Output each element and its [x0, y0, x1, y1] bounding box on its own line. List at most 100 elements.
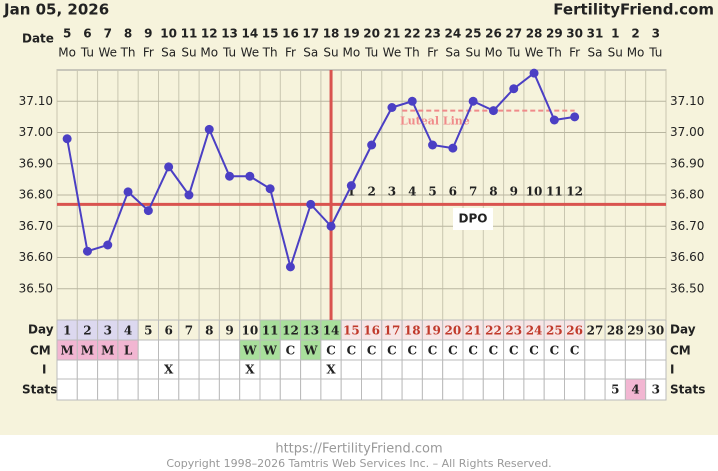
temperature-point — [407, 96, 417, 106]
day-number: 27 — [587, 324, 604, 338]
luteal-label: Luteal Line — [400, 115, 470, 128]
i-cell — [442, 359, 464, 380]
intercourse-mark: X — [326, 363, 336, 377]
weekday-label: Tu — [364, 46, 378, 60]
weekday-label: Th — [404, 46, 420, 60]
day-number: 8 — [205, 324, 213, 338]
temperature-point — [387, 103, 397, 112]
cm-cell — [158, 339, 180, 361]
stats-cell — [239, 378, 261, 401]
cm-value: C — [347, 344, 357, 358]
weekday-label: Sa — [587, 46, 602, 60]
temperature-point — [123, 187, 133, 197]
stats-cell — [76, 378, 99, 401]
cm-value: W — [303, 344, 318, 358]
temperature-point — [164, 162, 174, 172]
weekday-label: Fr — [285, 46, 296, 60]
i-cell — [218, 359, 241, 380]
date-label: 2 — [631, 27, 639, 41]
cm-value: C — [468, 344, 478, 358]
cm-value: C — [387, 344, 397, 358]
day-number: 11 — [262, 324, 279, 338]
weekday-label: Mo — [627, 46, 645, 60]
y2-tick-label: 37.00 — [670, 125, 704, 139]
y-tick-label: 37.10 — [19, 94, 53, 108]
stats-cell — [259, 378, 281, 401]
stats-cell — [401, 378, 423, 401]
i-cell — [56, 359, 78, 380]
date-label: 5 — [63, 27, 71, 41]
row-label: Stats — [22, 383, 57, 397]
cm-value: W — [242, 344, 257, 358]
weekday-label: Tu — [80, 46, 94, 60]
i-cell — [503, 359, 525, 380]
stats-value: 4 — [631, 383, 639, 397]
date-label: 12 — [201, 27, 218, 41]
i-cell — [117, 359, 139, 380]
y-tick-label: 36.80 — [19, 188, 53, 202]
date-label: 27 — [505, 27, 522, 41]
stats-cell — [361, 378, 383, 401]
cm-cell — [624, 339, 647, 361]
stats-cell — [97, 378, 119, 401]
day-number: 10 — [241, 324, 258, 338]
temperature-point — [103, 240, 113, 250]
i-cell — [97, 359, 119, 380]
day-number: 6 — [164, 324, 172, 338]
weekday-label: Mo — [342, 46, 360, 60]
day-number: 28 — [607, 324, 624, 338]
cm-value: L — [124, 344, 133, 358]
weekday-label: We — [383, 46, 402, 60]
cm-value: C — [286, 344, 296, 358]
cm-cell — [198, 339, 220, 361]
date-label: 20 — [363, 27, 380, 41]
i-cell — [300, 359, 322, 380]
temperature-point — [570, 112, 580, 122]
stats-cell — [178, 378, 200, 401]
day-number: 17 — [384, 324, 401, 338]
dpo-number: 12 — [566, 185, 583, 199]
cm-value: C — [448, 344, 458, 358]
day-number: 16 — [363, 324, 380, 338]
temperature-point — [184, 190, 194, 200]
stats-cell — [523, 378, 545, 401]
day-number: 22 — [485, 324, 502, 338]
cm-value: C — [489, 344, 499, 358]
stats-cell — [320, 378, 342, 401]
cm-cell — [137, 339, 159, 361]
cm-cell — [218, 339, 241, 361]
date-label: 13 — [221, 27, 238, 41]
i-cell — [137, 359, 159, 380]
date-label: 16 — [282, 27, 299, 41]
weekday-label: We — [241, 46, 260, 60]
temperature-point — [285, 262, 295, 272]
weekday-label: Sa — [445, 46, 460, 60]
dpo-number: 2 — [367, 185, 375, 199]
temperature-point — [549, 115, 559, 125]
weekday-label: Su — [323, 46, 338, 60]
chart-title: Jan 05, 2026 — [3, 1, 109, 19]
weekday-label: Su — [466, 46, 481, 60]
day-number: 12 — [282, 324, 299, 338]
i-cell — [584, 359, 606, 380]
i-cell — [624, 359, 647, 380]
cm-value: C — [326, 344, 336, 358]
weekday-label: Su — [608, 46, 623, 60]
y2-tick-label: 36.80 — [670, 188, 704, 202]
dpo-number: 4 — [408, 185, 416, 199]
date-label: 18 — [323, 27, 340, 41]
row-label: Day — [28, 323, 54, 337]
temperature-point — [204, 124, 214, 134]
dpo-number: 10 — [526, 185, 543, 199]
day-number: 4 — [124, 324, 132, 338]
footer-bg — [0, 435, 718, 471]
date-label: 22 — [404, 27, 421, 41]
row-label: Stats — [670, 383, 705, 397]
weekday-label: Tu — [648, 46, 662, 60]
temperature-point — [428, 140, 438, 150]
day-number: 3 — [104, 324, 112, 338]
date-label: 1 — [611, 27, 619, 41]
dpo-number: 9 — [510, 185, 518, 199]
date-label: 24 — [444, 27, 461, 41]
stats-cell — [198, 378, 220, 401]
